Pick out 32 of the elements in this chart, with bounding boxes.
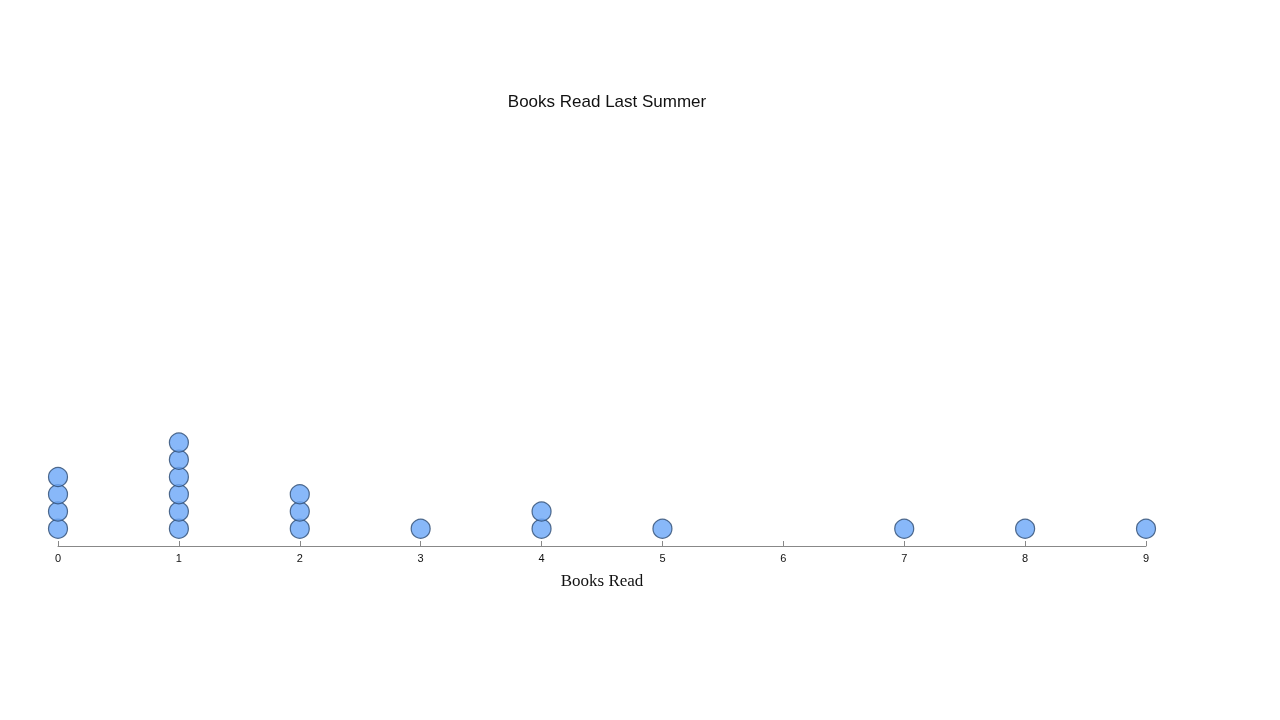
point — [289, 518, 310, 539]
point — [168, 466, 189, 488]
x-tick-label: 4 — [538, 551, 545, 564]
point — [531, 501, 552, 522]
point — [1135, 518, 1157, 539]
point — [168, 518, 189, 539]
x-tick-label: 8 — [1022, 551, 1029, 564]
point — [168, 432, 189, 453]
x-tick-label: 6 — [780, 551, 787, 564]
x-tick-label: 1 — [175, 551, 182, 564]
point — [47, 501, 69, 522]
x-tick-label: 3 — [417, 551, 424, 564]
point — [531, 518, 552, 539]
point — [47, 484, 69, 505]
x-tick-label: 2 — [296, 551, 303, 564]
point — [168, 484, 189, 505]
point — [47, 466, 69, 488]
x-tick-label: 5 — [659, 551, 666, 564]
point — [894, 518, 915, 539]
chart-title: Books Read Last Summer — [507, 92, 707, 111]
point — [1015, 518, 1036, 539]
x-tick-label: 7 — [901, 551, 908, 564]
point — [289, 501, 310, 522]
x-tick-label: 0 — [54, 551, 62, 564]
x-tick-label: 9 — [1142, 551, 1150, 564]
point — [652, 518, 673, 539]
point — [168, 501, 189, 522]
point — [410, 518, 431, 539]
point — [168, 449, 189, 470]
point — [47, 518, 69, 539]
x-axis-title: Books Read — [560, 571, 644, 590]
point — [289, 484, 310, 505]
